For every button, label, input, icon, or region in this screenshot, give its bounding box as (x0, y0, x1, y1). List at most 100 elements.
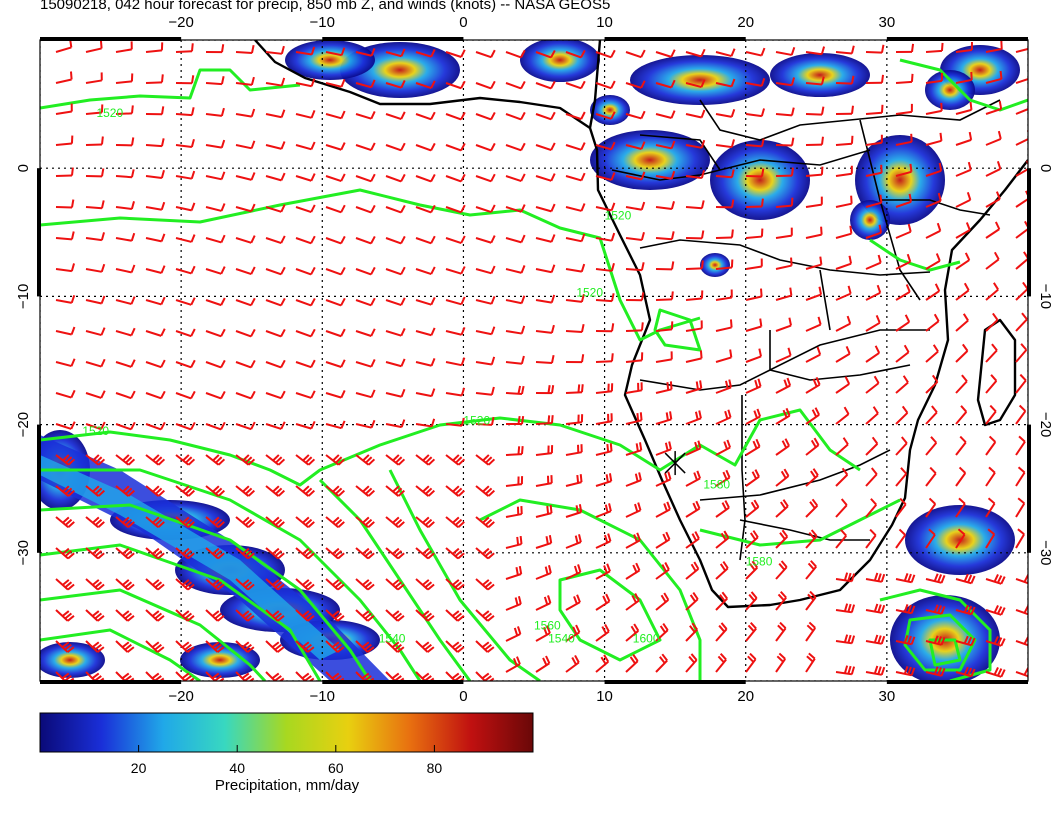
wind-barb (325, 547, 345, 560)
barb-feather (1000, 669, 1006, 678)
wind-barb (685, 230, 705, 240)
barb-feather (367, 583, 375, 591)
barb-feather (931, 405, 938, 413)
wind-barb (175, 547, 195, 560)
barb-feather (580, 263, 586, 272)
barb-staff (115, 361, 132, 368)
barb-feather (212, 454, 220, 462)
barb-feather (749, 563, 756, 571)
barb-feather (545, 655, 551, 664)
wind-barb (925, 405, 938, 425)
barb-feather (455, 456, 463, 464)
barb-feather (340, 359, 346, 368)
barb-staff (655, 237, 673, 241)
barb-staff (505, 361, 523, 365)
lat-tick-label-left: −10 (15, 284, 32, 309)
barb-feather (124, 675, 132, 681)
barb-feather (791, 167, 794, 176)
wind-barb (445, 235, 466, 245)
barb-feather (847, 603, 852, 613)
wind-barb (445, 49, 466, 58)
barb-feather (191, 75, 195, 84)
barb-staff (145, 299, 162, 306)
wind-barb (325, 609, 345, 622)
wind-barb (415, 142, 436, 152)
barb-feather (700, 200, 705, 209)
barb-staff (925, 109, 942, 115)
wind-barb (535, 234, 556, 243)
wind-barb (685, 170, 705, 180)
wind-barb (895, 43, 915, 53)
barb-feather (634, 593, 640, 602)
wind-barb (625, 110, 646, 120)
barb-feather (457, 583, 465, 591)
barb-staff (1015, 108, 1028, 115)
barb-feather (310, 266, 316, 275)
wind-barb (145, 516, 165, 529)
wind-barb (835, 406, 850, 425)
wind-barb (865, 634, 886, 645)
barb-feather (157, 583, 165, 591)
barb-staff (355, 423, 372, 429)
wind-barb (955, 252, 971, 270)
barb-feather (936, 222, 942, 232)
wind-barb (985, 100, 1003, 115)
barb-feather (190, 138, 195, 148)
barb-feather (667, 471, 672, 480)
wind-barb (715, 139, 735, 149)
wind-barb (115, 264, 136, 274)
colorbar-ticks: 20 40 60 80 (131, 745, 442, 776)
barb-staff (925, 381, 939, 394)
barb-feather (520, 446, 524, 455)
barb-staff (415, 671, 427, 681)
barb-staff (205, 82, 223, 86)
barb-feather (454, 550, 463, 557)
wind-barb (475, 416, 495, 426)
barb-feather (666, 501, 671, 510)
barb-feather (574, 654, 580, 663)
barb-staff (835, 535, 847, 549)
wind-barb (445, 516, 465, 529)
wind-barb (715, 561, 729, 580)
barb-feather (280, 109, 286, 118)
wind-barb (865, 134, 883, 146)
wind-barb (175, 202, 196, 212)
barb-feather (749, 622, 757, 630)
wind-barb (565, 203, 586, 212)
barb-feather (250, 108, 256, 117)
barb-feather (70, 326, 76, 335)
barb-staff (895, 351, 910, 363)
wind-barb (475, 49, 496, 59)
barb-staff (655, 51, 672, 58)
wind-barb (505, 142, 526, 152)
barb-feather (362, 579, 370, 586)
barb-feather (910, 574, 916, 583)
wind-barb (565, 111, 586, 121)
barb-staff (235, 144, 252, 150)
wind-barb (805, 136, 824, 146)
wind-barb (655, 49, 676, 58)
barb-staff (895, 140, 912, 146)
barb-feather (370, 235, 376, 244)
barb-staff (85, 111, 103, 115)
barb-feather (847, 285, 852, 294)
wind-barb (355, 485, 375, 497)
wind-barb (595, 202, 616, 212)
wind-barb (415, 485, 435, 497)
barb-feather (842, 437, 849, 445)
barb-feather (422, 454, 430, 462)
barb-staff (265, 423, 282, 430)
wind-barb (235, 235, 256, 244)
barb-feather (100, 232, 105, 241)
barb-feather (337, 489, 345, 497)
barb-staff (235, 51, 253, 55)
barb-feather (126, 646, 135, 653)
wind-barb (355, 235, 376, 245)
barb-staff (565, 144, 582, 151)
barb-staff (985, 228, 1000, 239)
barb-staff (55, 423, 72, 430)
wind-barb (565, 414, 584, 425)
barb-staff (805, 51, 822, 56)
wind-barb (595, 413, 613, 425)
barb-feather (933, 666, 939, 675)
